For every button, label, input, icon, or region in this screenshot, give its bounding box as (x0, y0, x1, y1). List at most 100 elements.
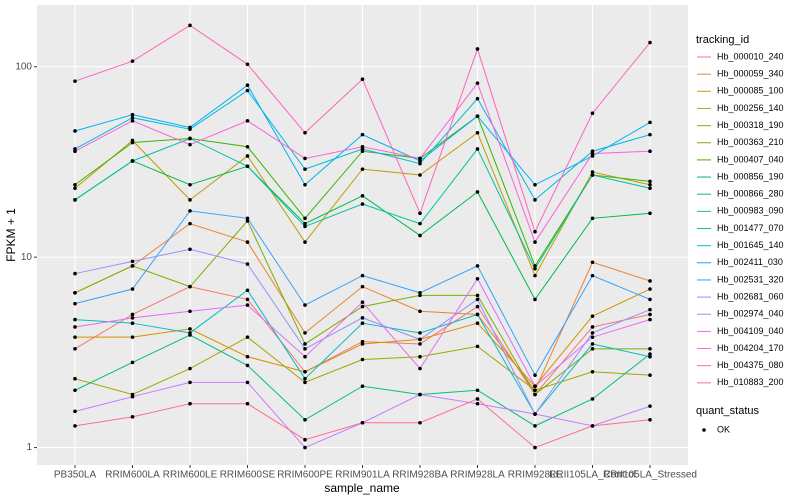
point-legend-title: quant_status (696, 405, 759, 417)
data-point (475, 293, 480, 298)
data-point (418, 342, 422, 346)
legend-label: Hb_001477_070 (717, 223, 784, 233)
data-point (475, 114, 480, 118)
data-point (245, 164, 250, 169)
data-point (130, 316, 135, 320)
legend-label: Hb_000866_280 (717, 189, 784, 199)
data-point (303, 445, 307, 450)
data-point (418, 337, 422, 342)
data-point (590, 370, 595, 374)
x-tick-label: RRIM600PE (277, 470, 333, 481)
data-point (475, 344, 480, 349)
data-point (590, 273, 595, 278)
data-point (360, 316, 365, 320)
data-point (245, 240, 250, 244)
x-tick-label: PB350LA (54, 470, 97, 481)
data-point (590, 342, 595, 346)
data-point (130, 394, 135, 399)
data-point (188, 198, 192, 202)
data-point (360, 202, 365, 206)
legend-label: Hb_002681_060 (717, 291, 784, 301)
data-point (130, 140, 135, 145)
data-point (590, 397, 595, 401)
data-point (648, 279, 652, 283)
x-tick-label: RRII105LA_Control (549, 470, 636, 481)
data-point (590, 151, 595, 156)
data-point (245, 119, 250, 123)
data-point (188, 380, 192, 385)
data-point (475, 321, 480, 325)
legend-label: Hb_000983_090 (717, 206, 784, 216)
legend-label: Hb_010883_200 (717, 377, 784, 387)
data-point (303, 331, 307, 335)
x-tick-label: RRIM928LE (508, 470, 563, 481)
data-point (360, 300, 365, 305)
data-point (245, 62, 250, 67)
legend-label: Hb_002531_320 (717, 274, 784, 284)
data-point (475, 130, 480, 135)
data-point (245, 401, 250, 406)
legend-label: Hb_002974_040 (717, 309, 784, 319)
legend-label: Hb_004375_080 (717, 360, 784, 370)
data-point (73, 271, 77, 276)
data-point (188, 327, 192, 331)
data-point (73, 129, 77, 133)
x-tick-label: RRII105LA_Stressed (603, 470, 697, 481)
data-point (73, 198, 77, 202)
data-point (648, 297, 652, 302)
data-point (303, 224, 307, 229)
data-point (130, 119, 135, 123)
data-point (73, 317, 77, 322)
data-point (648, 373, 652, 377)
data-point (73, 149, 77, 154)
data-point (590, 325, 595, 329)
data-point (245, 216, 250, 221)
data-point (418, 420, 422, 425)
data-point (418, 221, 422, 226)
data-point (188, 284, 192, 289)
data-point (188, 209, 192, 213)
data-point (245, 219, 250, 223)
data-point (303, 156, 307, 161)
data-point (475, 297, 480, 302)
data-point (475, 312, 480, 317)
data-point (360, 420, 365, 425)
data-point (73, 409, 77, 414)
y-axis-title: FPKM + 1 (4, 208, 18, 262)
y-tick-label: 100 (15, 61, 32, 72)
data-point (303, 216, 307, 221)
data-point (475, 81, 480, 85)
data-point (303, 437, 307, 442)
x-tick-label: RRIM901LA (335, 470, 390, 481)
data-point (648, 404, 652, 408)
data-point (130, 360, 135, 365)
legend-label: Hb_004204_170 (717, 343, 784, 353)
data-point (188, 221, 192, 226)
data-point (648, 352, 652, 356)
data-point (648, 132, 652, 137)
legend-label: Hb_000318_190 (717, 120, 784, 130)
data-point (418, 156, 422, 161)
data-point (303, 221, 307, 226)
y-tick-label: 1 (26, 442, 32, 453)
data-point (73, 182, 77, 187)
data-point (188, 182, 192, 187)
legend-label: Hb_000363_210 (717, 137, 784, 147)
data-point (245, 88, 250, 93)
data-point (303, 240, 307, 244)
data-point (533, 266, 537, 271)
data-point (73, 290, 77, 295)
data-point (73, 424, 77, 428)
x-tick-label: RRIM928BA (392, 470, 448, 481)
data-point (648, 312, 652, 317)
data-point (73, 186, 77, 191)
data-point (590, 335, 595, 339)
data-point (418, 233, 422, 238)
data-point (475, 397, 480, 401)
data-point (533, 198, 537, 202)
data-point (418, 173, 422, 177)
x-tick-label: RRIM600LE (163, 470, 218, 481)
legend-label: Hb_000256_140 (717, 103, 784, 113)
data-point (648, 182, 652, 187)
legend-label: Hb_004109_040 (717, 326, 784, 336)
